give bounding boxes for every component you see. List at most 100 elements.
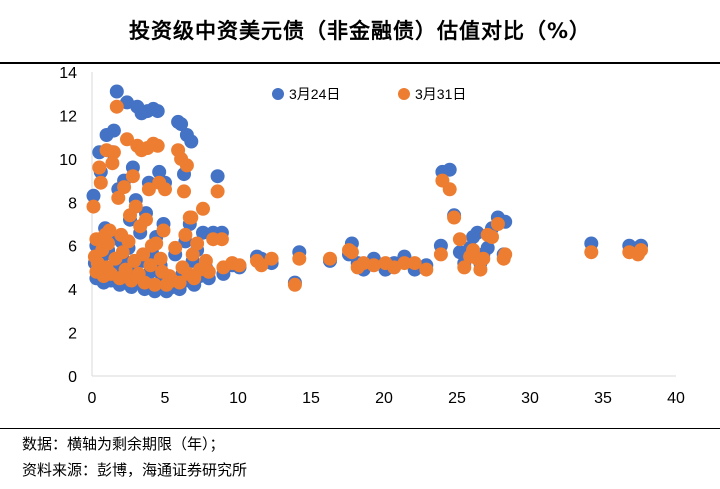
y-tick-label: 14: [59, 65, 77, 82]
data-point: [174, 117, 189, 132]
data-point: [105, 156, 120, 171]
data-point: [125, 169, 140, 184]
legend-marker: [398, 88, 410, 100]
legend-label: 3月31日: [415, 86, 466, 102]
data-point: [476, 251, 491, 266]
y-tick-label: 8: [68, 195, 77, 212]
data-point: [447, 210, 462, 225]
y-tick-label: 2: [68, 326, 77, 343]
data-point: [136, 247, 151, 262]
data-point: [457, 260, 472, 275]
chart-legend: 3月24日 3月31日: [272, 86, 466, 102]
data-point: [442, 162, 457, 177]
data-point: [292, 251, 307, 266]
x-tick-label: 30: [521, 390, 539, 407]
data-point: [407, 256, 422, 271]
data-point: [210, 169, 225, 184]
chart-title: 投资级中资美元债（非金融债）估值对比（%）: [128, 19, 592, 43]
data-point: [442, 182, 457, 197]
y-tick-label: 12: [59, 108, 77, 125]
data-point: [109, 84, 124, 99]
notes-divider: [0, 428, 720, 429]
data-point: [120, 132, 134, 147]
y-tick-label: 0: [68, 369, 77, 386]
y-tick-label: 10: [59, 152, 77, 169]
y-tick-label: 6: [68, 239, 77, 256]
data-point: [179, 158, 194, 173]
data-note: 数据：横轴为剩余期限（年）；: [22, 435, 225, 453]
data-point: [115, 245, 130, 260]
data-point: [150, 138, 165, 153]
data-point: [264, 251, 279, 266]
data-point: [178, 227, 193, 242]
data-point: [177, 184, 191, 199]
series-layer: [86, 84, 648, 299]
data-point: [153, 251, 168, 266]
data-point: [106, 145, 121, 160]
data-point: [184, 134, 199, 149]
data-point: [397, 256, 412, 271]
series-2: [86, 99, 648, 292]
data-point: [118, 262, 133, 277]
data-point: [102, 223, 117, 238]
data-point: [93, 175, 108, 190]
data-point: [634, 243, 648, 258]
y-tick-label: 4: [68, 282, 77, 299]
x-tick-label: 40: [667, 390, 685, 407]
data-point: [101, 236, 116, 251]
data-point: [184, 210, 199, 225]
x-tick-label: 0: [88, 390, 97, 407]
data-point: [201, 264, 216, 279]
chart-axes: 0 5 10 15 20 25 30 35 40 0 2 4 6 8 10 12 14: [59, 65, 685, 407]
data-point: [141, 182, 156, 197]
data-point: [121, 234, 136, 249]
data-point: [109, 99, 124, 114]
data-point: [117, 180, 132, 195]
data-point: [419, 262, 434, 277]
data-point: [485, 230, 499, 244]
data-point: [214, 232, 229, 247]
data-point: [366, 258, 381, 273]
x-tick-label: 35: [594, 390, 612, 407]
legend-marker: [272, 88, 284, 100]
scatter-chart: 0 5 10 15 20 25 30 35 40 0 2 4 6 8 10 12 14 3月24日 3月31日: [59, 65, 685, 407]
data-point: [86, 188, 101, 203]
data-point: [323, 251, 337, 266]
data-point: [254, 258, 269, 273]
data-point: [498, 247, 513, 262]
x-tick-label: 15: [302, 390, 320, 407]
data-point: [149, 236, 164, 251]
data-point: [172, 275, 187, 290]
x-tick-label: 25: [448, 390, 466, 407]
data-point: [168, 240, 183, 255]
data-point: [156, 223, 171, 238]
data-point: [196, 201, 210, 216]
data-point: [344, 245, 359, 260]
x-tick-label: 10: [229, 390, 247, 407]
data-point: [584, 245, 599, 260]
data-point: [490, 217, 505, 231]
data-point: [152, 164, 167, 179]
data-point: [287, 277, 302, 292]
x-tick-label: 20: [375, 390, 393, 407]
title-divider: [0, 62, 720, 64]
data-point: [139, 212, 153, 227]
data-point: [473, 262, 488, 277]
data-point: [185, 247, 200, 262]
data-point: [106, 123, 121, 138]
data-point: [143, 258, 158, 273]
data-point: [190, 236, 205, 251]
x-tick-label: 5: [161, 390, 170, 407]
source-note: 资料来源：彭博，海通证券研究所: [22, 461, 248, 479]
data-point: [232, 258, 247, 273]
data-point: [196, 225, 210, 240]
data-point: [86, 199, 101, 214]
data-point: [210, 184, 225, 199]
data-point: [150, 104, 165, 119]
data-point: [198, 253, 213, 268]
data-point: [92, 160, 107, 175]
data-point: [147, 277, 162, 292]
data-point: [433, 247, 448, 262]
data-point: [128, 199, 143, 214]
data-point: [158, 182, 172, 197]
